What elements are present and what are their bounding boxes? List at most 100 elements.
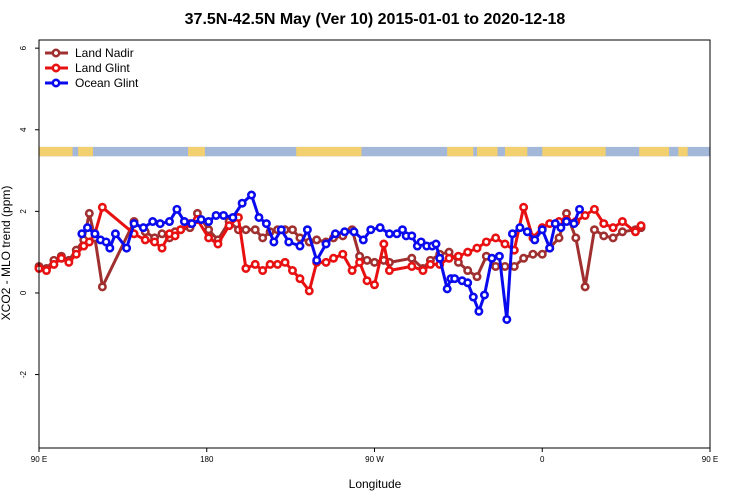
legend-label: Land Nadir [75,46,134,60]
series-layer [34,190,646,324]
land-strip [542,146,606,157]
data-point [312,235,322,245]
data-point [575,204,585,214]
data-point [375,223,385,233]
data-point [79,241,89,251]
series-ocean-glint [77,190,585,324]
data-point [330,229,340,239]
data-point [608,233,618,243]
data-point [258,233,268,243]
data-point [97,202,107,212]
data-point [129,219,139,229]
data-point [407,231,417,241]
data-point [550,219,560,229]
data-point [435,253,445,263]
data-point [379,239,389,249]
data-point [41,266,51,276]
data-point [384,229,394,239]
data-point [453,251,463,261]
data-point [110,229,120,239]
data-point [502,314,512,324]
data-point [287,266,297,276]
data-point [530,235,540,245]
data-point [49,259,59,269]
x-tick-label: 180 [200,455,214,464]
data-point [196,215,206,225]
data-point [237,198,247,208]
data-point [170,231,180,241]
land-strip [639,146,669,157]
data-point [140,235,150,245]
data-point [362,276,372,286]
x-axis-label: Longitude [349,477,402,491]
data-point [204,217,214,227]
data-point [64,257,74,267]
land-strip [447,146,474,157]
data-point [425,259,435,269]
data-point [407,261,417,271]
data-point [491,233,501,243]
data-point [246,190,256,200]
data-point [138,223,148,233]
data-point [571,233,581,243]
land-strip [78,146,94,157]
data-point [250,259,260,269]
data-point [500,239,510,249]
data-point [321,257,331,267]
data-point [273,259,283,269]
data-point [537,225,547,235]
data-point [254,212,264,222]
data-point [321,239,331,249]
data-point [556,223,566,233]
legend-swatch-marker [51,48,61,58]
data-point [599,219,609,229]
data-point [636,221,646,231]
data-point [77,229,87,239]
data-point [172,204,182,214]
land-strip [296,146,362,157]
data-point [472,243,482,253]
data-point [599,231,609,241]
data-point [580,210,590,220]
legend-item: Ocean Glint [45,76,139,90]
data-point [481,237,491,247]
data-point [295,241,305,251]
data-point [537,249,547,259]
x-tick-label: 90 E [702,455,718,464]
legend-swatch-marker [51,63,61,73]
data-point [369,257,379,267]
data-point [328,253,338,263]
data-point [500,261,510,271]
data-point [258,266,268,276]
data-point [630,227,640,237]
data-point [479,290,489,300]
data-point [509,261,519,271]
data-point [617,227,627,237]
data-point [463,247,473,257]
data-point [56,253,66,263]
data-point [228,212,238,222]
data-point [287,225,297,235]
data-point [155,219,165,229]
y-tick-label: 0 [19,290,28,295]
data-point [157,243,167,253]
data-point [358,235,368,245]
data-point [369,280,379,290]
data-point [269,237,279,247]
data-point [608,223,618,233]
data-point [515,223,525,233]
data-point [507,229,517,239]
data-point [276,225,286,235]
data-point [569,219,579,229]
land-strip [504,146,528,157]
data-point [211,210,221,220]
data-point [384,266,394,276]
y-tick-label: 4 [19,127,28,132]
data-point [219,210,229,220]
x-tick-label: 90 W [365,455,384,464]
data-point [82,223,92,233]
y-axis-label: XCO2 - MLO trend (ppm) [0,186,13,321]
data-point [150,237,160,247]
